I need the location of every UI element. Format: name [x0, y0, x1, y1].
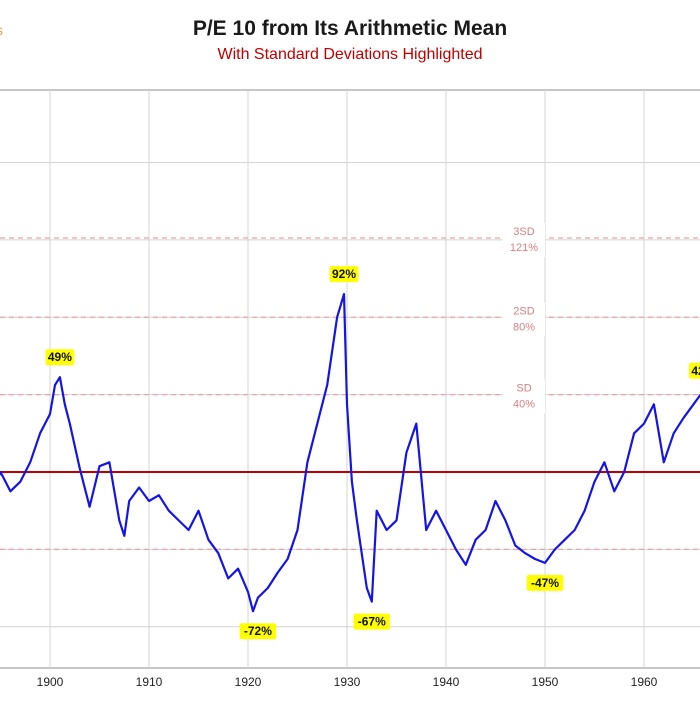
series-line: [0, 293, 700, 613]
x-tick-label: 1930: [334, 675, 361, 689]
annotation-label: 92%: [332, 267, 356, 281]
x-tick-label: 1900: [37, 675, 64, 689]
x-tick-label: 1950: [532, 675, 559, 689]
annotation-label: -67%: [358, 615, 386, 629]
sd-label-bg: [503, 302, 545, 337]
sd-label-bottom: 121%: [510, 242, 538, 254]
sd-label-bg: [503, 222, 545, 257]
plot-frame: [0, 89, 700, 669]
x-tick-label: 1960: [631, 675, 658, 689]
annotation-label: 42%: [691, 364, 700, 378]
annotation-label: 49%: [48, 350, 72, 364]
annotation-highlight: [45, 349, 75, 366]
annotation-highlight: [329, 266, 359, 283]
sd-label-bg: [503, 379, 545, 414]
chart-subtitle: With Standard Deviations Highlighted: [217, 46, 483, 63]
corner-text-fragment: s: [0, 22, 3, 38]
annotation-label: -47%: [531, 576, 559, 590]
sd-label-top: 2SD: [513, 305, 534, 317]
annotation-highlight: [239, 623, 277, 640]
sd-label-top: SD: [516, 383, 531, 395]
annotation-label: -72%: [244, 624, 272, 638]
x-tick-label: 1920: [235, 675, 262, 689]
annotation-highlight: [689, 362, 700, 379]
sd-label-bottom: 40%: [513, 399, 535, 411]
annotation-highlight: [526, 574, 564, 591]
sd-label-top: 3SD: [513, 226, 534, 238]
annotation-highlight: [353, 613, 390, 630]
x-tick-label: 1940: [433, 675, 460, 689]
chart-title: P/E 10 from Its Arithmetic Mean: [192, 17, 508, 40]
sd-label-bottom: 80%: [513, 321, 535, 333]
x-tick-label: 1910: [136, 675, 163, 689]
